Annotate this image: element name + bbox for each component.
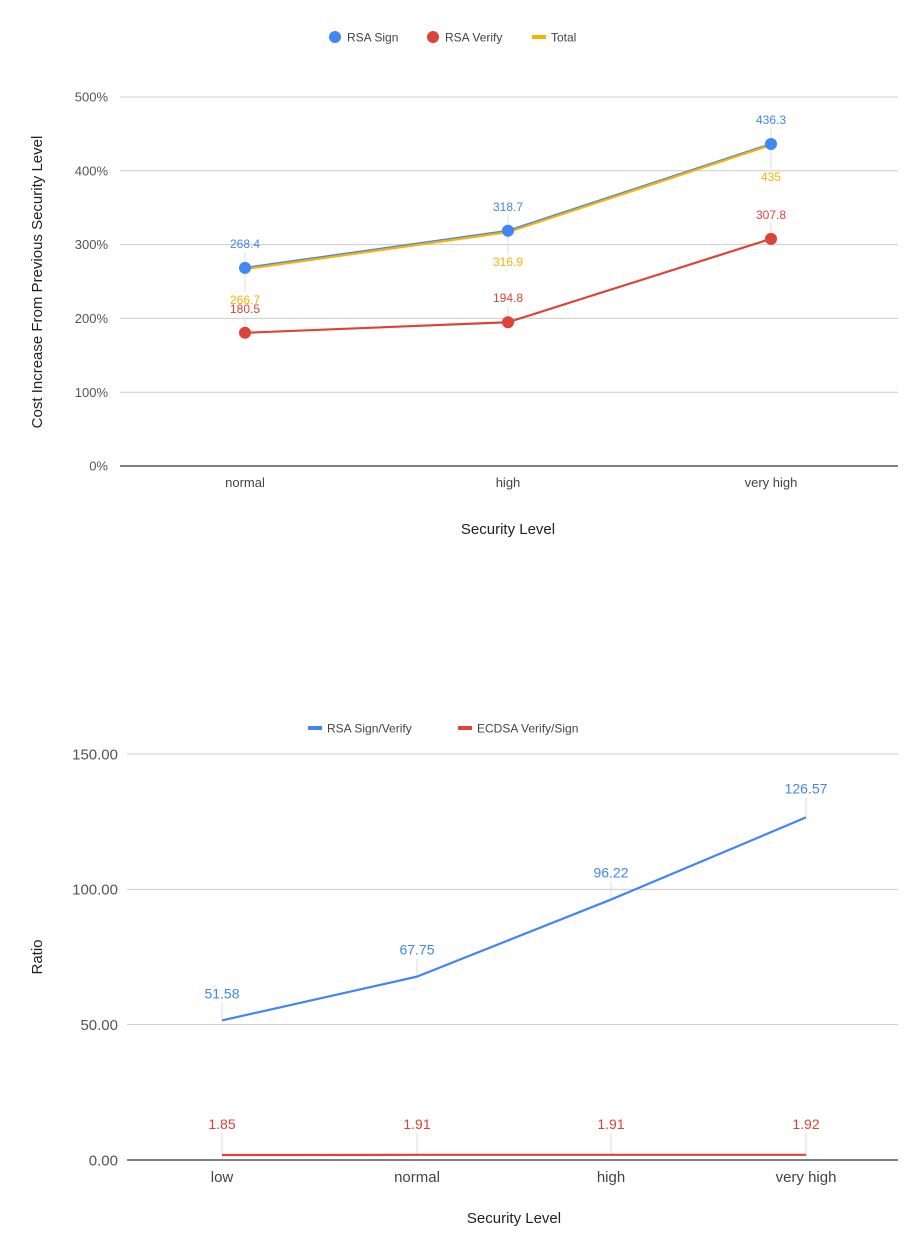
- y-tick-label-4: 400%: [75, 163, 109, 178]
- legend-label-2: Total: [551, 31, 576, 45]
- y-tick-label-3: 150.00: [72, 746, 118, 763]
- cost-increase-chart: RSA Sign RSA Verify Total 0% 100% 200% 300% 400…: [29, 31, 898, 538]
- ratio-chart: RSA Sign/Verify ECDSA Verify/Sign 0.00 50.0…: [29, 722, 898, 1227]
- legend-swatch-1: [458, 726, 472, 730]
- legend-swatch-0: [308, 726, 322, 730]
- data-label-2-0: 266.7: [230, 293, 260, 307]
- y-tick-label-0: 0.00: [89, 1152, 118, 1169]
- data-point-1-0: [239, 326, 251, 339]
- data-label-0-2: 96.22: [593, 865, 628, 881]
- data-point-1-1: [502, 316, 514, 329]
- series-line-rsa-sign-verify: [221, 816, 807, 1022]
- data-point-1-2: [765, 232, 777, 245]
- data-label-1-0: 180.5: [230, 302, 260, 316]
- data-label-0-3: 126.57: [785, 780, 828, 796]
- data-label-2-2: 435: [761, 170, 781, 184]
- data-label-0-0: 268.4: [230, 237, 260, 251]
- data-label-0-2: 436.3: [756, 113, 786, 127]
- x-tick-label-1: high: [496, 475, 521, 490]
- data-label-1-3: 1.92: [792, 1116, 819, 1132]
- y-axis-title: Cost Increase From Previous Security Lev…: [29, 136, 46, 429]
- data-label-0-1: 318.7: [493, 200, 523, 214]
- legend: RSA Sign/Verify ECDSA Verify/Sign: [308, 722, 578, 736]
- data-label-1-1: 194.8: [493, 291, 523, 305]
- legend-label-1: ECDSA Verify/Sign: [477, 722, 578, 736]
- x-tick-label-0: normal: [225, 475, 265, 490]
- data-label-1-1: 1.91: [403, 1116, 430, 1132]
- data-label-0-1: 67.75: [399, 942, 434, 958]
- x-axis-title: Security Level: [467, 1210, 561, 1227]
- x-tick-label-3: very high: [776, 1169, 837, 1186]
- data-label-1-2: 1.91: [597, 1116, 624, 1132]
- x-tick-label-2: high: [597, 1169, 625, 1186]
- data-label-1-0: 1.85: [208, 1116, 235, 1132]
- data-point-0-0: [239, 261, 251, 274]
- y-tick-label-3: 300%: [75, 237, 109, 252]
- legend-label-0: RSA Sign/Verify: [327, 722, 412, 736]
- data-label-0-0: 51.58: [204, 985, 239, 1001]
- y-tick-label-1: 100%: [75, 385, 109, 400]
- legend-label-1: RSA Verify: [445, 31, 502, 45]
- y-tick-label-0: 0%: [89, 459, 108, 474]
- legend: RSA Sign RSA Verify Total: [329, 31, 576, 45]
- data-label-2-1: 316.9: [493, 255, 523, 269]
- x-axis-title: Security Level: [461, 521, 555, 538]
- data-point-0-1: [502, 224, 514, 237]
- legend-marker-0: [329, 31, 341, 43]
- x-tick-label-0: low: [211, 1169, 234, 1186]
- legend-marker-1: [427, 31, 439, 43]
- y-axis-title: Ratio: [29, 939, 46, 974]
- data-label-1-2: 307.8: [756, 208, 786, 222]
- y-tick-label-5: 500%: [75, 90, 109, 105]
- x-tick-label-2: very high: [745, 475, 798, 490]
- legend-swatch-2: [532, 35, 546, 39]
- x-tick-label-1: normal: [394, 1169, 440, 1186]
- y-tick-label-2: 200%: [75, 311, 109, 326]
- y-tick-label-1: 50.00: [80, 1017, 118, 1034]
- data-point-0-2: [765, 138, 777, 151]
- y-tick-label-2: 100.00: [72, 882, 118, 899]
- legend-label-0: RSA Sign: [347, 31, 398, 45]
